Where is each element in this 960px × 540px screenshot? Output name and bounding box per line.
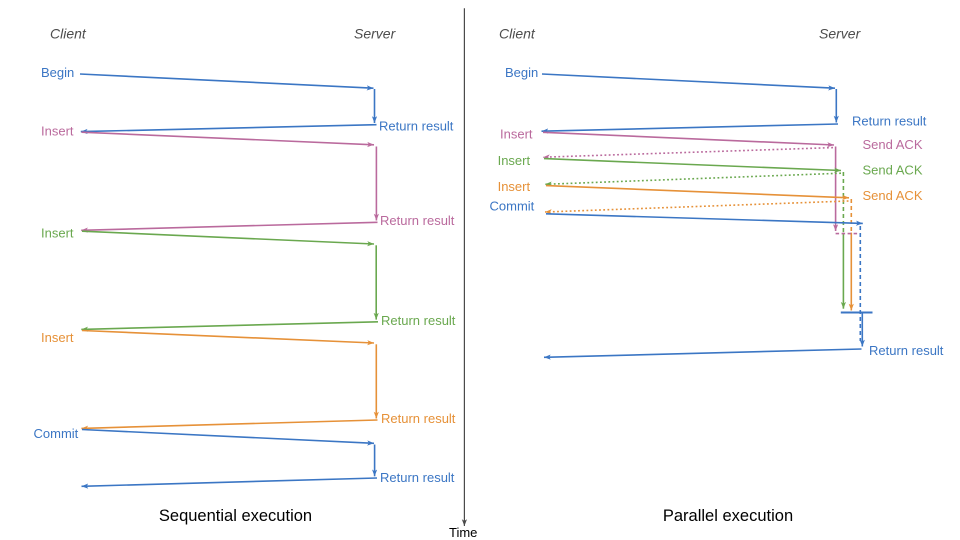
svg-text:Send ACK: Send ACK: [863, 137, 923, 152]
svg-text:Insert: Insert: [41, 124, 74, 139]
svg-text:Client: Client: [499, 26, 536, 42]
svg-text:Send ACK: Send ACK: [863, 162, 923, 177]
svg-text:Commit: Commit: [490, 199, 535, 214]
svg-text:Insert: Insert: [498, 153, 531, 168]
svg-text:Commit: Commit: [34, 426, 79, 441]
svg-text:Return result: Return result: [381, 411, 456, 426]
svg-text:Server: Server: [819, 26, 862, 42]
svg-text:Insert: Insert: [500, 127, 533, 142]
svg-text:Begin: Begin: [41, 65, 74, 80]
svg-text:Return result: Return result: [852, 113, 927, 128]
svg-text:Parallel execution: Parallel execution: [663, 507, 793, 525]
svg-text:Client: Client: [50, 26, 87, 42]
svg-text:Return result: Return result: [380, 213, 455, 228]
svg-text:Return result: Return result: [381, 313, 456, 328]
svg-text:Server: Server: [354, 26, 397, 42]
svg-text:Begin: Begin: [505, 65, 538, 80]
svg-text:Return result: Return result: [869, 343, 944, 358]
svg-text:Insert: Insert: [498, 179, 531, 194]
svg-text:Time: Time: [449, 525, 477, 540]
svg-text:Send ACK: Send ACK: [863, 188, 923, 203]
svg-text:Return result: Return result: [379, 119, 454, 134]
svg-text:Return result: Return result: [380, 470, 455, 485]
svg-text:Insert: Insert: [41, 330, 74, 345]
svg-text:Insert: Insert: [41, 226, 74, 241]
svg-text:Sequential execution: Sequential execution: [159, 507, 312, 525]
